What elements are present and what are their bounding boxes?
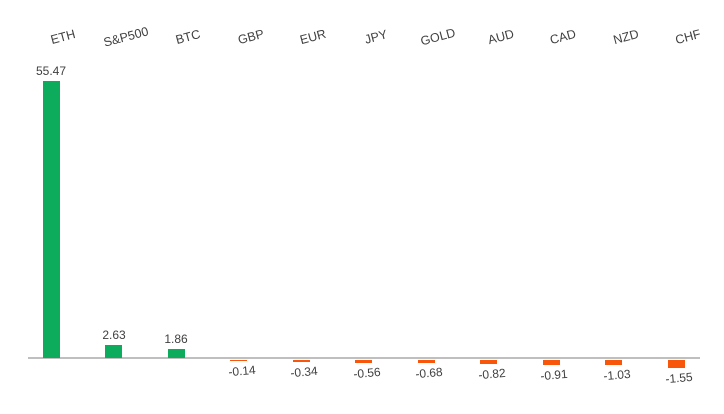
bar xyxy=(230,360,247,361)
value-label: -1.03 xyxy=(602,366,632,384)
bar xyxy=(480,360,497,364)
bar xyxy=(418,360,435,363)
value-label: -0.91 xyxy=(539,366,569,384)
value-label: -0.14 xyxy=(227,362,257,380)
x-axis-line xyxy=(28,357,700,359)
bar xyxy=(168,349,185,358)
value-label: -0.82 xyxy=(477,365,507,383)
bar xyxy=(543,360,560,365)
value-label: -0.56 xyxy=(352,364,382,382)
value-label: -0.34 xyxy=(289,363,319,381)
bar xyxy=(105,345,122,358)
bar xyxy=(43,81,60,358)
bar xyxy=(605,360,622,365)
value-label: -0.68 xyxy=(414,364,444,382)
bar xyxy=(668,360,685,368)
value-label: 2.63 xyxy=(102,328,126,342)
bar xyxy=(355,360,372,363)
value-label: 1.86 xyxy=(164,332,188,346)
value-label: -1.55 xyxy=(664,369,694,387)
value-label: 55.47 xyxy=(35,64,67,78)
bar xyxy=(293,360,310,362)
